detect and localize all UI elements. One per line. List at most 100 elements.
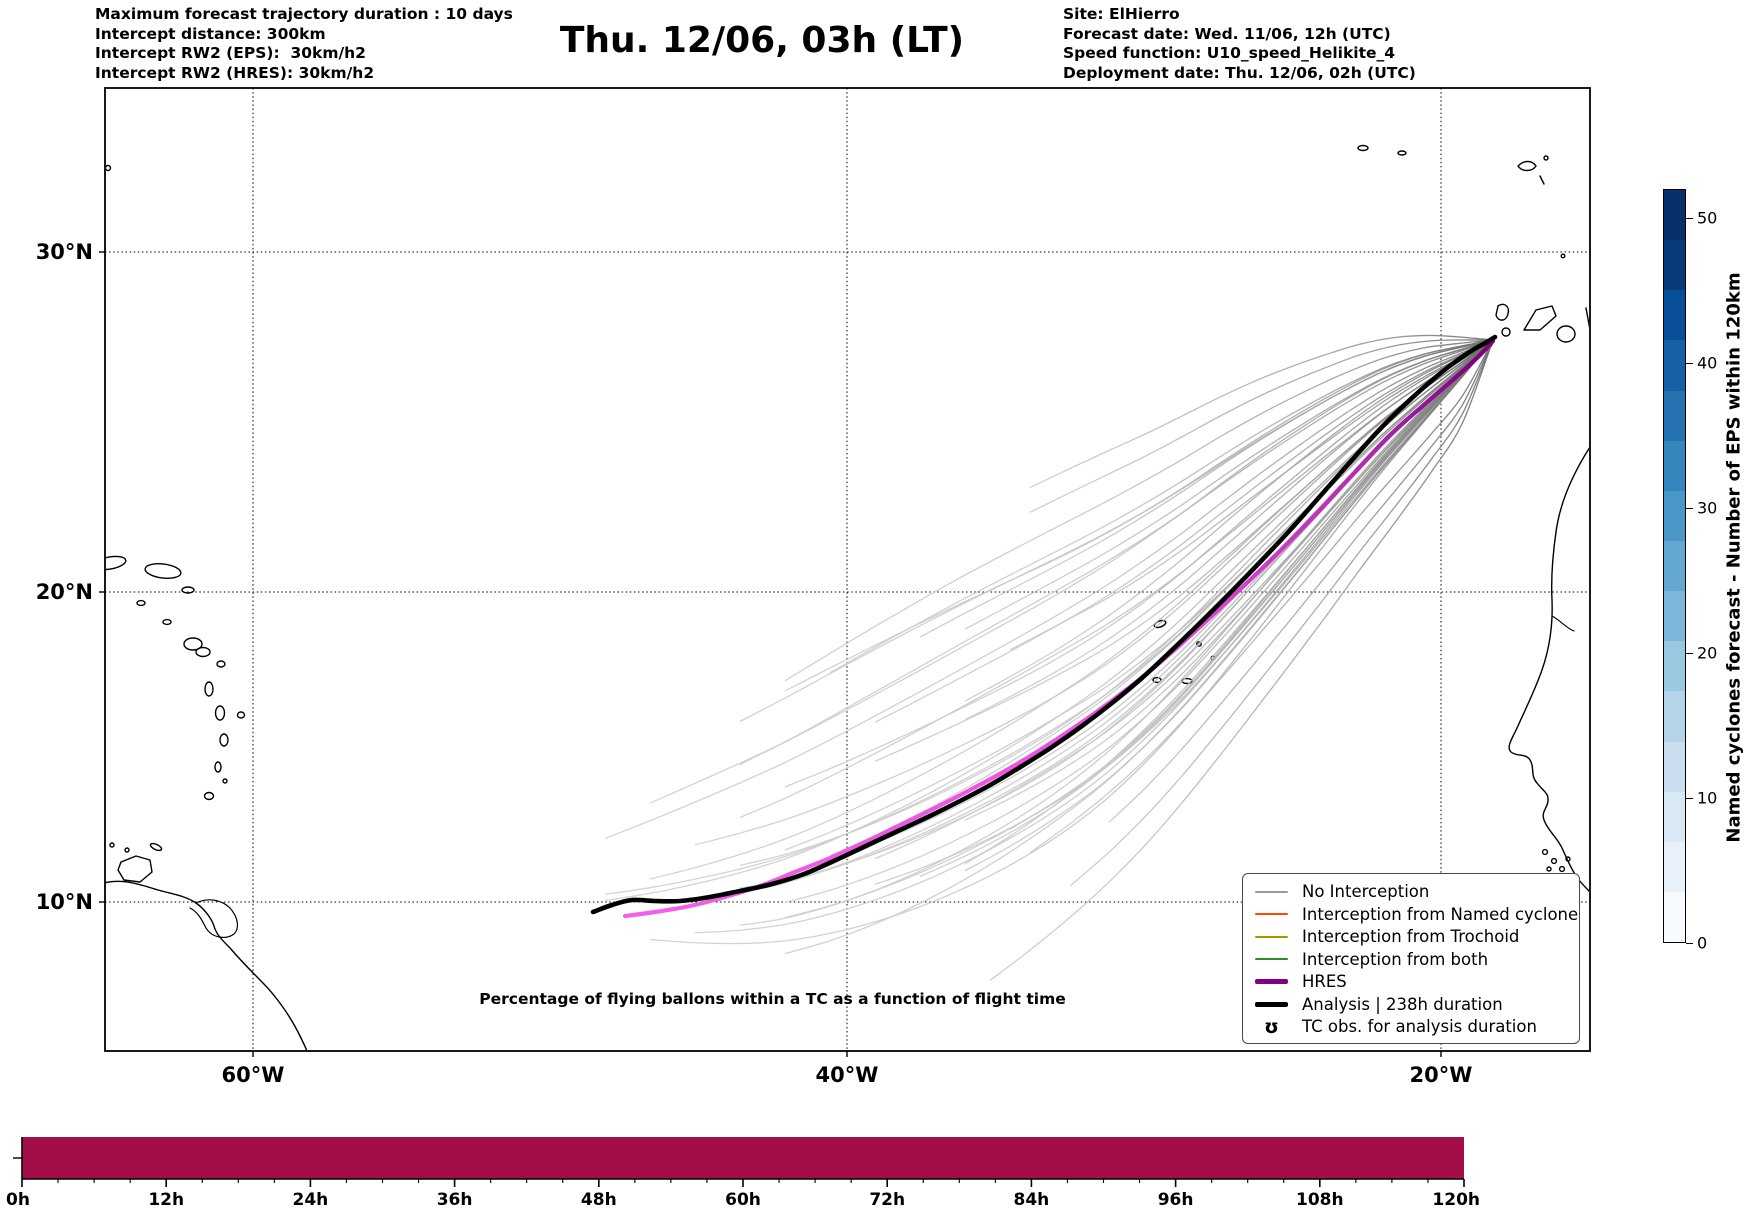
island-guadeloupe-b [195,646,211,658]
bar-x-tick-label: 120h [1432,1190,1480,1210]
coastlines [106,144,1589,1050]
ensemble-member [964,339,1494,865]
ensemble-member [739,339,1494,819]
ensemble-member [739,339,1494,766]
bottom-chart-title: Percentage of flying ballons within a TC… [479,990,1066,1008]
legend-color-line [1255,935,1288,938]
island-nw-5 [162,618,172,626]
island-nw-2 [144,563,182,579]
colorbar-tick-label: 0 [1697,933,1708,953]
bar-x-tick-label: 24h [293,1190,329,1210]
ensemble-member [874,339,1494,860]
legend-row-6: ʊ TC obs. for analysis duration [1255,1016,1569,1037]
island-speck-b [1397,150,1407,156]
island-st-lucia [219,733,229,747]
legend-row-3: Interception from both [1255,949,1569,970]
legend-row-2: Interception from Trochoid [1255,926,1569,947]
ensemble-member [919,339,1494,638]
forecast-info-block: Site: ElHierro Forecast date: Wed. 11/06… [1063,5,1416,83]
bar-x-tick-label: 48h [581,1190,617,1210]
page-title: Thu. 12/06, 03h (LT) [559,20,965,61]
param-max-duration: Maximum forecast trajectory duration : 1… [95,5,513,23]
island-capeverde-3 [1152,676,1162,684]
map-axis-labels: 60°W 40°W 20°W 30°N 20°N 10°N [36,240,1473,1085]
island-desertas [1539,175,1545,185]
island-trinidad [117,855,153,883]
legend-label: TC obs. for analysis duration [1302,1017,1537,1036]
colorbar-band [1664,340,1685,391]
colorbar [1663,189,1686,943]
legend-line-swatch [1255,979,1288,984]
ensemble-member [829,339,1494,857]
ensemble-member [649,339,1494,880]
colorbar-band [1664,591,1685,642]
hurricane-symbol-icon: ʊ [1264,1015,1279,1038]
island-gran-canaria [1556,325,1576,343]
param-intercept-rw2-eps: Intercept RW2 (EPS): 30km/h2 [95,44,366,62]
ensemble-member [1029,339,1494,854]
island-tobago [149,842,163,852]
colorbar-band [1664,791,1685,842]
x-tick-label: 40°W [816,1063,879,1085]
bar-x-tick-label: 60h [725,1190,761,1210]
island-dominica [204,681,214,697]
island-la-palma [1495,303,1510,321]
ensemble-member [784,339,1494,851]
bar-x-tick-label: 108h [1296,1190,1344,1210]
x-tick-label: 20°W [1410,1063,1473,1085]
island-grenada [203,791,215,801]
colorbar-band [1664,741,1685,792]
legend-label: Interception from Trochoid [1302,927,1520,946]
ensemble-member [694,339,1494,934]
run-parameters-block: Maximum forecast trajectory duration : 1… [95,5,513,83]
legend-line-swatch [1255,1001,1288,1007]
colorbar-band [1664,490,1685,541]
ensemble-member [784,339,1494,919]
ensemble-member [784,339,1494,904]
colorbar-tick-label: 20 [1697,643,1718,663]
percentage-bar [22,1137,1464,1179]
bar-x-tick-label: 0h [6,1190,30,1210]
island-tenerife [1523,305,1557,331]
colorbar-tick [1686,507,1693,509]
legend-label: HRES [1302,972,1347,991]
legend-label: No Interception [1302,882,1430,901]
legend-color-line [1255,958,1288,960]
island-la-gomera [1501,327,1511,337]
y-tick-label: 30°N [36,240,93,264]
legend-color-line [1255,890,1288,893]
map-axis-ticks [99,251,1442,1057]
island-margarita-a [109,842,115,848]
ensemble-member [694,339,1494,846]
tc-obs-marker-icon: ʊ [1255,1015,1288,1038]
colorbar-tick-label: 50 [1697,208,1718,228]
island-margarita-b [124,847,130,853]
bar-x-tick-label: 84h [1014,1190,1050,1210]
island-bermuda [106,164,112,172]
ensemble-member [989,339,1494,981]
map-gridlines [105,88,1590,1051]
ensemble-member [829,339,1494,674]
island-nw-4 [136,599,146,607]
legend-label: Interception from both [1302,949,1489,969]
legend-row-0: No Interception [1255,881,1569,902]
legend-row-4: HRES [1255,971,1569,992]
legend-label: Analysis | 238h duration [1302,994,1503,1014]
coast-africa [1508,447,1589,892]
island-guadeloupe-a [183,637,203,651]
info-site: Site: ElHierro [1063,5,1180,23]
colorbar-band [1664,390,1685,441]
param-intercept-rw2-hres: Intercept RW2 (HRES): 30km/h2 [95,63,375,82]
ensemble-member [1009,339,1494,651]
legend-color-line [1255,979,1288,984]
ensemble-member [604,339,1494,840]
legend-line-swatch [1255,958,1288,960]
bar-x-tick-label: 96h [1158,1190,1194,1210]
island-capeverde-1 [1153,619,1167,629]
colorbar-band [1664,891,1685,943]
colorbar-label: Named cyclones forecast - Number of EPS … [1723,272,1745,843]
bar-x-tick-label: 12h [148,1190,184,1210]
x-tick-label: 60°W [222,1063,285,1085]
island-madeira [1517,160,1537,172]
colorbar-band [1664,841,1685,892]
